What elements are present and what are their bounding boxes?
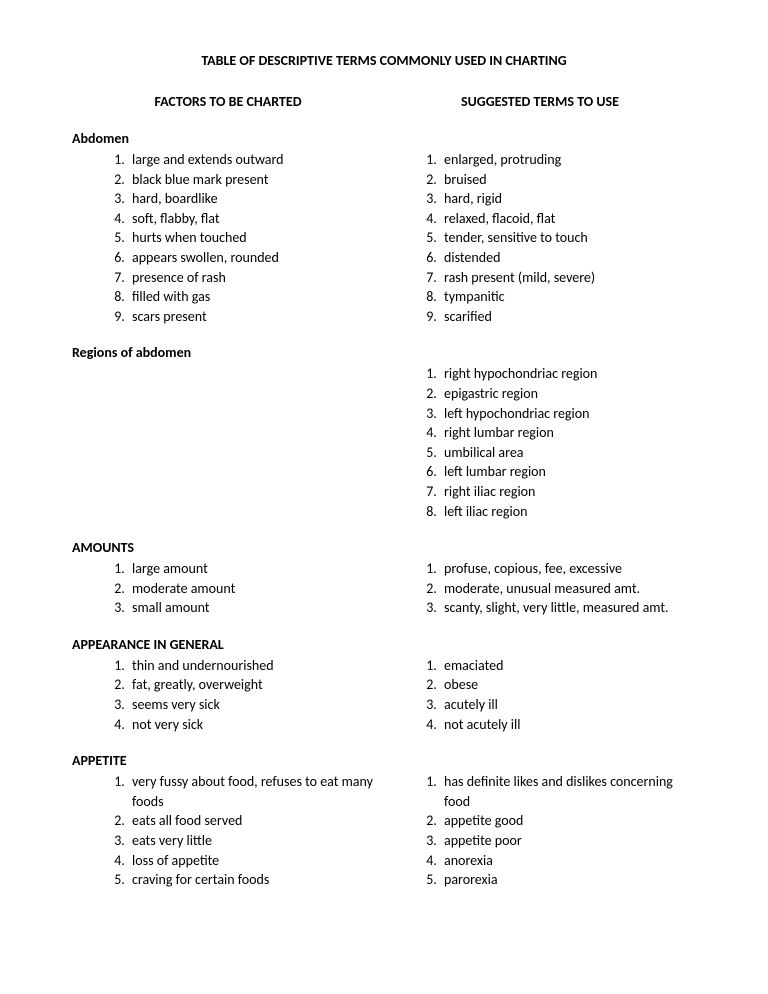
list-item: moderate amount: [128, 579, 384, 599]
list-item: right iliac region: [440, 482, 696, 502]
list-item: epigastric region: [440, 384, 696, 404]
list-item: anorexia: [440, 851, 696, 871]
list-item: left iliac region: [440, 502, 696, 522]
list-item: scarified: [440, 307, 696, 327]
list-item: bruised: [440, 170, 696, 190]
section: APPEARANCE IN GENERAL thin and undernouri…: [72, 636, 696, 734]
list-item: appetite good: [440, 811, 696, 831]
section-row: right hypochondriac regionepigastric reg…: [72, 364, 696, 521]
list-item: eats all food served: [128, 811, 384, 831]
right-list: profuse, copious, fee, excessivemoderate…: [384, 559, 696, 618]
section-row: thin and undernourishedfat, greatly, ove…: [72, 656, 696, 734]
section: APPETITE very fussy about food, refuses t…: [72, 752, 696, 890]
section: Regions of abdomen right hypochondriac re…: [72, 344, 696, 521]
list-item: left hypochondriac region: [440, 404, 696, 424]
sections-container: Abdomen large and extends outwardblack bl…: [72, 130, 696, 890]
list-item: umbilical area: [440, 443, 696, 463]
list-item: enlarged, protruding: [440, 150, 696, 170]
column-headers: FACTORS TO BE CHARTED SUGGESTED TERMS TO…: [72, 93, 696, 110]
list-item: obese: [440, 675, 696, 695]
list-item: black blue mark present: [128, 170, 384, 190]
list-item: hard, boardlike: [128, 189, 384, 209]
list-item: relaxed, flacoid, flat: [440, 209, 696, 229]
list-item: hard, rigid: [440, 189, 696, 209]
list-item: large amount: [128, 559, 384, 579]
list-item: profuse, copious, fee, excessive: [440, 559, 696, 579]
right-column-header: SUGGESTED TERMS TO USE: [384, 93, 696, 110]
left-column: [72, 364, 384, 521]
left-column: very fussy about food, refuses to eat ma…: [72, 772, 384, 890]
right-list: enlarged, protrudingbruisedhard, rigidre…: [384, 150, 696, 326]
left-column-header: FACTORS TO BE CHARTED: [72, 93, 384, 110]
list-item: appetite poor: [440, 831, 696, 851]
list-item: right hypochondriac region: [440, 364, 696, 384]
list-item: large and extends outward: [128, 150, 384, 170]
list-item: presence of rash: [128, 268, 384, 288]
list-item: fat, greatly, overweight: [128, 675, 384, 695]
list-item: rash present (mild, severe): [440, 268, 696, 288]
list-item: very fussy about food, refuses to eat ma…: [128, 772, 384, 811]
left-column: thin and undernourishedfat, greatly, ove…: [72, 656, 384, 734]
list-item: loss of appetite: [128, 851, 384, 871]
right-list: right hypochondriac regionepigastric reg…: [384, 364, 696, 521]
list-item: eats very little: [128, 831, 384, 851]
list-item: filled with gas: [128, 287, 384, 307]
section-heading: AMOUNTS: [72, 539, 696, 556]
section-row: large and extends outwardblack blue mark…: [72, 150, 696, 326]
list-item: scars present: [128, 307, 384, 327]
list-item: tender, sensitive to touch: [440, 228, 696, 248]
list-item: tympanitic: [440, 287, 696, 307]
right-column: enlarged, protrudingbruisedhard, rigidre…: [384, 150, 696, 326]
right-list: emaciatedobeseacutely illnot acutely ill: [384, 656, 696, 734]
right-list: has definite likes and dislikes concerni…: [384, 772, 696, 890]
section-heading: APPEARANCE IN GENERAL: [72, 636, 696, 653]
right-column: emaciatedobeseacutely illnot acutely ill: [384, 656, 696, 734]
left-column: large and extends outwardblack blue mark…: [72, 150, 384, 326]
left-list: thin and undernourishedfat, greatly, ove…: [72, 656, 384, 734]
section: AMOUNTS large amountmoderate amountsmall …: [72, 539, 696, 618]
section-heading: APPETITE: [72, 752, 696, 769]
list-item: acutely ill: [440, 695, 696, 715]
left-list: very fussy about food, refuses to eat ma…: [72, 772, 384, 890]
section-heading: Abdomen: [72, 130, 696, 147]
list-item: parorexia: [440, 870, 696, 890]
list-item: distended: [440, 248, 696, 268]
right-column: profuse, copious, fee, excessivemoderate…: [384, 559, 696, 618]
list-item: scanty, slight, very little, measured am…: [440, 598, 696, 618]
list-item: emaciated: [440, 656, 696, 676]
right-column: has definite likes and dislikes concerni…: [384, 772, 696, 890]
list-item: thin and undernourished: [128, 656, 384, 676]
list-item: left lumbar region: [440, 462, 696, 482]
left-list: large and extends outwardblack blue mark…: [72, 150, 384, 326]
section-heading: Regions of abdomen: [72, 344, 696, 361]
list-item: seems very sick: [128, 695, 384, 715]
page-title: TABLE OF DESCRIPTIVE TERMS COMMONLY USED…: [72, 52, 696, 69]
left-list: large amountmoderate amountsmall amount: [72, 559, 384, 618]
list-item: small amount: [128, 598, 384, 618]
list-item: has definite likes and dislikes concerni…: [440, 772, 696, 811]
list-item: moderate, unusual measured amt.: [440, 579, 696, 599]
list-item: soft, flabby, flat: [128, 209, 384, 229]
list-item: appears swollen, rounded: [128, 248, 384, 268]
section-row: large amountmoderate amountsmall amountp…: [72, 559, 696, 618]
list-item: hurts when touched: [128, 228, 384, 248]
list-item: not acutely ill: [440, 715, 696, 735]
list-item: not very sick: [128, 715, 384, 735]
section-row: very fussy about food, refuses to eat ma…: [72, 772, 696, 890]
right-column: right hypochondriac regionepigastric reg…: [384, 364, 696, 521]
list-item: right lumbar region: [440, 423, 696, 443]
section: Abdomen large and extends outwardblack bl…: [72, 130, 696, 326]
left-column: large amountmoderate amountsmall amount: [72, 559, 384, 618]
list-item: craving for certain foods: [128, 870, 384, 890]
